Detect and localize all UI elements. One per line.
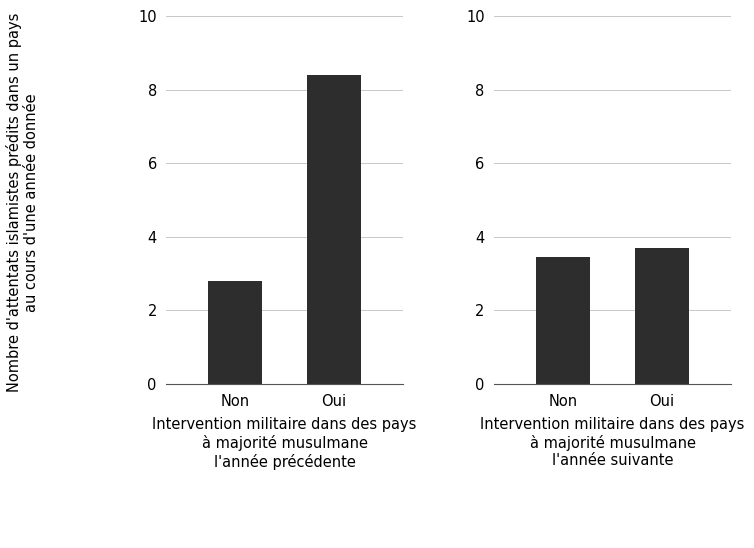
Bar — [536, 257, 590, 384]
Bar — [208, 281, 262, 384]
X-axis label: Intervention militaire dans des pays
à majorité musulmane
l'année précédente: Intervention militaire dans des pays à m… — [152, 418, 417, 470]
Bar — [635, 248, 689, 384]
Text: Nombre d'attentats islamistes prédits dans un pays
au cours d'une année donnée: Nombre d'attentats islamistes prédits da… — [6, 13, 39, 392]
Bar — [307, 75, 361, 384]
X-axis label: Intervention militaire dans des pays
à majorité musulmane
l'année suivante: Intervention militaire dans des pays à m… — [480, 418, 745, 469]
